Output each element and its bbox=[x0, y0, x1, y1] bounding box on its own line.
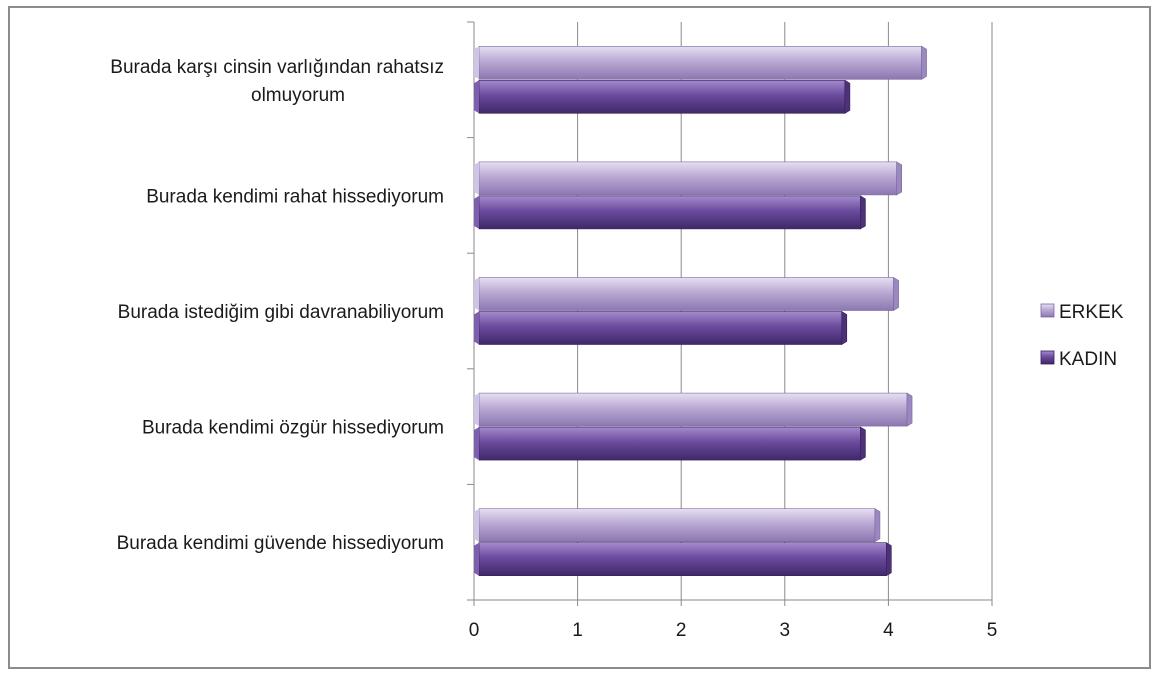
category-label: olmuyorum bbox=[251, 85, 345, 106]
x-tick-label: 3 bbox=[780, 620, 791, 641]
bar-chart: Burada kendimi güvende hissediyorum Burad… bbox=[110, 21, 1124, 641]
x-tick-label: 2 bbox=[676, 620, 687, 641]
chart-frame: Burada kendimi güvende hissediyorum Burad… bbox=[8, 6, 1151, 669]
category-label: Burada kendimi rahat hissediyorum bbox=[146, 186, 444, 207]
legend-swatch bbox=[1040, 303, 1055, 318]
x-tick-label: 1 bbox=[572, 620, 583, 641]
x-tick-label: 0 bbox=[469, 620, 480, 641]
legend-label: ERKEK bbox=[1059, 302, 1124, 323]
legend-swatch bbox=[1040, 350, 1055, 365]
category-label: Burada kendimi özgür hissediyorum bbox=[142, 418, 444, 439]
bar-kadin bbox=[474, 310, 848, 346]
legend-item-kadin: KADIN bbox=[1040, 349, 1117, 370]
category-label: Burada istediğim gibi davranabiliyorum bbox=[118, 302, 444, 323]
category-label: Burada karşı cinsin varlığından rahatsız bbox=[110, 57, 444, 78]
bar-kadin bbox=[474, 195, 866, 230]
legend-item-erkek: ERKEK bbox=[1040, 302, 1124, 323]
bar-kadin bbox=[474, 79, 851, 114]
bar-erkek bbox=[474, 276, 899, 312]
legend-label: KADIN bbox=[1059, 349, 1117, 370]
x-tick-label: 4 bbox=[883, 620, 894, 641]
category-label: Burada kendimi güvende hissediyorum bbox=[117, 533, 444, 554]
bar-erkek bbox=[474, 161, 902, 196]
bar-kadin bbox=[474, 426, 866, 461]
bar-kadin bbox=[474, 542, 892, 577]
x-tick-label: 5 bbox=[987, 620, 998, 641]
bar-erkek bbox=[474, 508, 881, 543]
bar-erkek bbox=[474, 45, 927, 80]
bar-erkek bbox=[474, 392, 913, 427]
